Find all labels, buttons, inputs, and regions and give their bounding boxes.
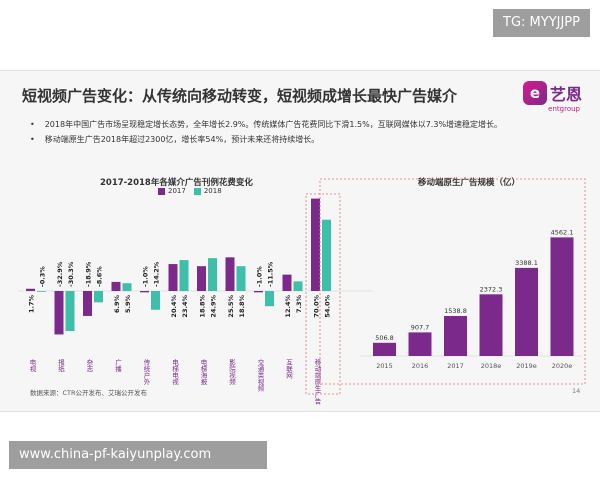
bar (515, 267, 538, 356)
bar-2018 (94, 291, 103, 303)
bar-2017 (254, 291, 263, 293)
category-label: 移动端原生广告 (313, 358, 321, 406)
left-chart: 1.7%-0.3% 电视 -32.9% -30.3% 报纸 -18.9% -8.6% 杂志 6.… (18, 193, 372, 406)
data-label: 18.8% (238, 295, 246, 318)
data-label: 54.0% (324, 295, 332, 318)
bar-2017 (197, 266, 206, 291)
bar-2017 (83, 291, 92, 316)
category-label: 报纸 (57, 358, 65, 374)
category-label: 传统户外 (142, 358, 150, 387)
bar-2018 (151, 291, 160, 310)
bar-2018 (179, 260, 189, 291)
bar-2017 (311, 198, 320, 291)
legend-swatch-2018 (193, 187, 201, 195)
legend-label-2017: 2017 (168, 187, 186, 195)
bar-2018 (293, 281, 303, 291)
bar-2017 (282, 274, 292, 291)
data-label: 2372.3 (480, 285, 503, 293)
data-label: 1538.8 (444, 307, 467, 315)
bar-2018 (236, 266, 246, 291)
category-label: 影院视频 (228, 358, 236, 387)
right-chart-title: 移动端原生广告规模（亿） (418, 178, 521, 188)
watermark-bottom: www.china-pf-kaiyunplay.com (9, 441, 267, 469)
right-chart-frame (319, 178, 586, 385)
data-label: -11.5% (267, 261, 275, 287)
bar-2018 (37, 291, 46, 292)
source-note: 数据来源：CTR公开发布、艾瑞公开发布 (30, 389, 148, 397)
bar (550, 237, 574, 356)
data-label: -0.3% (39, 266, 47, 287)
page-number: 14 (572, 387, 581, 395)
x-tick-label: 2017 (447, 362, 464, 370)
category-label: 电梯电视 (171, 358, 179, 387)
bar (479, 294, 503, 356)
x-tick-label: 2018e (481, 362, 502, 370)
data-label: 3388.1 (515, 259, 538, 267)
data-label: 18.8% (199, 295, 207, 318)
data-label: -8.6% (96, 266, 104, 287)
bar-2018 (322, 219, 331, 291)
highlight-frame (305, 193, 341, 395)
data-label: -18.9% (85, 261, 93, 287)
data-label: 907.7 (411, 323, 430, 331)
left-chart-legend: 2017 2018 (150, 187, 222, 195)
bar (373, 342, 396, 356)
data-label: 7.3% (295, 295, 303, 314)
bar-2018 (65, 291, 75, 331)
x-tick-label: 2020e (552, 362, 573, 370)
watermark-top: TG: MYYJJPP (493, 9, 590, 37)
data-label: 24.9% (210, 295, 218, 318)
bar (444, 315, 467, 356)
logo-text: 艺恩 (549, 85, 582, 104)
bullet-list: 2018年中国广告市场呈现稳定增长态势，全年增长2.9%。传统媒体广告花费同比下… (30, 119, 502, 149)
data-label: 1.7% (28, 295, 36, 314)
data-label: 12.4% (284, 295, 292, 318)
bar-2018 (265, 291, 274, 307)
bullet-item: 移动端原生广告2018年超过2300亿，增长率54%，预计未来还将持续增长。 (30, 134, 502, 145)
category-label: 电视 (28, 358, 36, 374)
slide-title: 短视频广告变化：从传统向移动转变，短视频成增长最快广告媒介 (22, 87, 458, 105)
category-label: 杂志 (85, 359, 93, 373)
bar-2018 (122, 283, 132, 291)
data-label: 70.0% (313, 295, 321, 318)
legend-swatch-2017 (158, 187, 165, 195)
bar (408, 332, 432, 356)
data-label: 506.8 (375, 334, 394, 342)
x-tick-label: 2019e (516, 362, 537, 370)
x-tick-label: 2015 (376, 362, 393, 370)
data-label: 5.9% (124, 295, 132, 314)
right-chart: 506.8 2015 907.7 2016 1538.8 2017 2372.3 2018e 3… (319, 178, 586, 385)
bar-2017 (26, 288, 35, 291)
data-label: 23.4% (181, 295, 189, 318)
slide: 短视频广告变化：从传统向移动转变，短视频成增长最快广告媒介 e 艺恩 entgr… (0, 70, 600, 412)
data-label: -1.0% (142, 266, 150, 287)
data-label: 20.4% (170, 295, 178, 318)
data-label: 25.5% (227, 295, 235, 318)
category-label: 广播 (114, 358, 122, 374)
data-label: -30.3% (67, 261, 75, 287)
data-label: 4562.1 (551, 228, 574, 236)
bullet-item: 2018年中国广告市场呈现稳定增长态势，全年增长2.9%。传统媒体广告花费同比下… (30, 119, 502, 130)
data-label: -32.9% (56, 261, 64, 287)
logo: e 艺恩 entgroup (522, 81, 582, 113)
legend-label-2018: 2018 (203, 187, 222, 195)
entgroup-logo-icon: e (522, 81, 547, 105)
category-label: 电梯海报 (199, 358, 207, 387)
bar-2017 (168, 264, 178, 291)
x-tick-label: 2016 (412, 362, 429, 370)
data-label: -1.0% (256, 266, 264, 287)
data-label: -14.2% (153, 261, 161, 287)
logo-subtext: entgroup (548, 105, 580, 113)
bar-2017 (111, 281, 121, 291)
category-label: 互联网 (285, 359, 293, 380)
data-label: 6.9% (113, 295, 121, 314)
bar-2018 (208, 258, 217, 291)
left-chart-title: 2017-2018年各媒介广告刊例花费变化 (100, 178, 253, 188)
bar-2017 (225, 257, 235, 291)
bar-2017 (140, 291, 149, 293)
category-label: 交通类视频 (256, 358, 264, 393)
bar-2017 (54, 291, 64, 335)
